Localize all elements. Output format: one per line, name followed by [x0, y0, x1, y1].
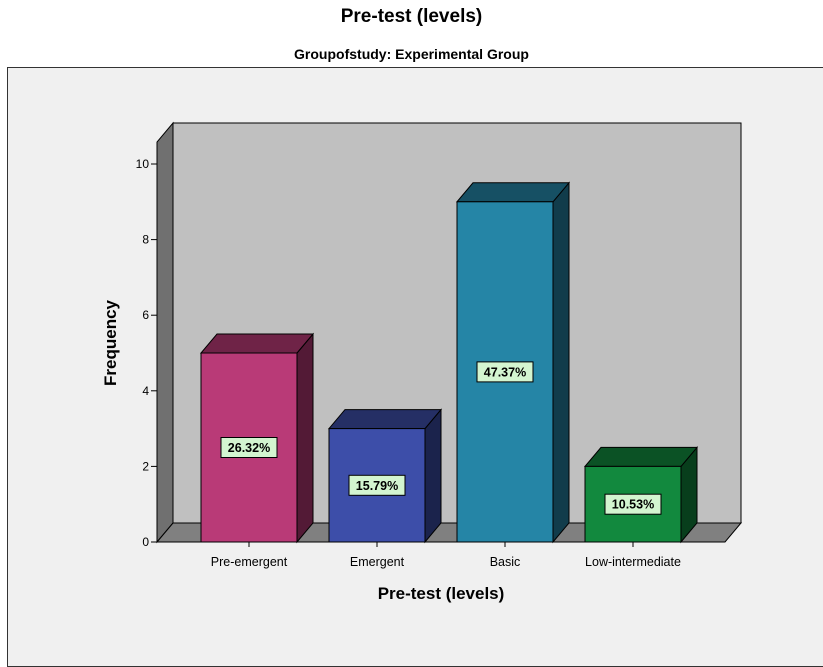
data-label: 10.53%	[612, 498, 654, 512]
bar-top	[583, 446, 699, 467]
data-label-box	[348, 474, 406, 496]
x-axis: Pre-emergent Emergent Basic Low-intermediat…	[211, 542, 681, 569]
y-tick-label: 2	[142, 459, 149, 473]
bar-front	[456, 201, 554, 543]
x-tick-label: Basic	[490, 555, 521, 569]
y-tick-label: 4	[142, 384, 149, 398]
y-tick-label: 6	[142, 308, 149, 322]
bar-pre-emergent: 26.32%	[199, 332, 315, 544]
data-label-box	[604, 493, 662, 515]
x-tick-label: Emergent	[350, 555, 405, 569]
data-label: 47.37%	[484, 365, 526, 379]
x-tick-label: Pre-emergent	[211, 555, 288, 569]
data-label: 15.79%	[356, 479, 398, 493]
y-axis-title: Frequency	[101, 299, 120, 386]
bar-basic: 47.37%	[455, 181, 571, 544]
chart-subtitle: Groupofstudy: Experimental Group	[294, 46, 529, 62]
bar-top	[327, 409, 443, 430]
bars: 26.32% 15.79% 47.37% 10.53%	[199, 181, 699, 544]
y-tick-label: 0	[142, 535, 149, 549]
bar-side	[424, 408, 442, 544]
data-label-box	[476, 361, 534, 383]
bar-low-intermediate: 10.53%	[583, 446, 699, 544]
bar-chart: 0 2 4 6 8 10 26.32% 15.79% 47.37% 10.53% Pre-eme…	[101, 121, 743, 603]
bar-top	[199, 333, 315, 354]
bar-side	[296, 332, 314, 544]
chart-title: Pre-test (levels)	[340, 6, 483, 27]
bar-side	[552, 181, 570, 544]
y-axis: 0 2 4 6 8 10	[136, 157, 158, 549]
x-tick-label: Low-intermediate	[585, 555, 681, 569]
data-label-box	[220, 437, 278, 458]
data-label: 26.32%	[228, 441, 270, 455]
bar-emergent: 15.79%	[327, 408, 443, 544]
y-tick-label: 10	[136, 157, 150, 171]
y-tick-label: 8	[142, 233, 149, 247]
side-wall	[156, 121, 174, 544]
x-axis-title: Pre-test (levels)	[378, 584, 505, 603]
bar-top	[455, 182, 571, 203]
